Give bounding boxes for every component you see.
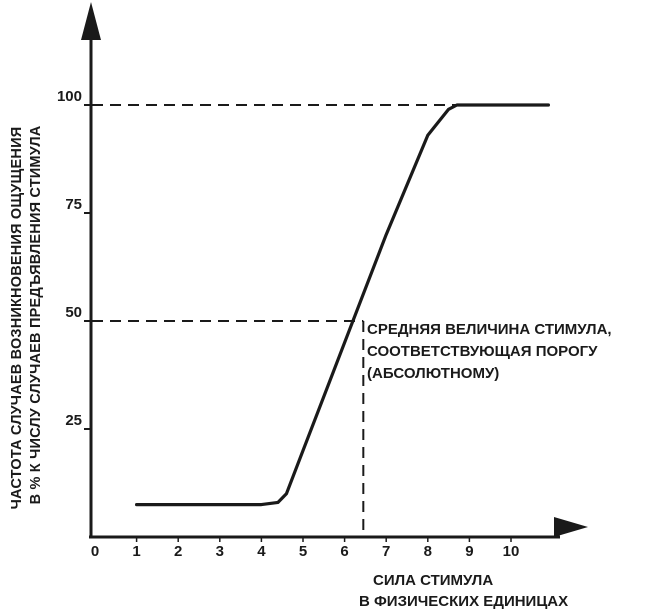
psychometric-curve [135, 103, 550, 507]
y-tick-label: 50 [65, 304, 82, 321]
x-tick-label: 6 [340, 543, 348, 560]
x-tick-label: 8 [424, 543, 432, 560]
x-axis-arrow [554, 517, 588, 537]
annotation-line-1: СРЕДНЯЯ ВЕЛИЧИНА СТИМУЛА, [367, 321, 612, 338]
x-tick-label: 4 [257, 543, 266, 560]
x-axis-label-line-2: В ФИЗИЧЕСКИХ ЕДИНИЦАХ [359, 593, 568, 610]
y-tick-label: 25 [65, 412, 82, 429]
x-axis-label-line-1: СИЛА СТИМУЛА [373, 572, 493, 589]
x-tick-label: 9 [465, 543, 473, 560]
x-tick-label: 5 [299, 543, 307, 560]
x-tick-label: 7 [382, 543, 390, 560]
x-tick-label: 10 [503, 543, 520, 560]
x-tick-label: 0 [91, 543, 99, 560]
y-axis-arrow [81, 2, 101, 40]
x-tick-label: 1 [132, 543, 140, 560]
y-axis-label-line-2: В % К ЧИСЛУ СЛУЧАЕВ ПРЕДЪЯВЛЕНИЯ СТИМУЛА [28, 125, 44, 504]
x-tick-label: 2 [174, 543, 182, 560]
annotation-line-3: (АБСОЛЮТНОМУ) [367, 365, 499, 382]
y-tick-label: 100 [57, 88, 82, 105]
annotation-line-2: СООТВЕТСТВУЮЩАЯ ПОРОГУ [367, 343, 598, 360]
y-tick-label: 75 [65, 196, 82, 213]
y-axis-label-line-1: ЧАСТОТА СЛУЧАЕВ ВОЗНИКНОВЕНИЯ ОЩУЩЕНИЯ [9, 127, 25, 510]
x-tick-label: 3 [216, 543, 224, 560]
